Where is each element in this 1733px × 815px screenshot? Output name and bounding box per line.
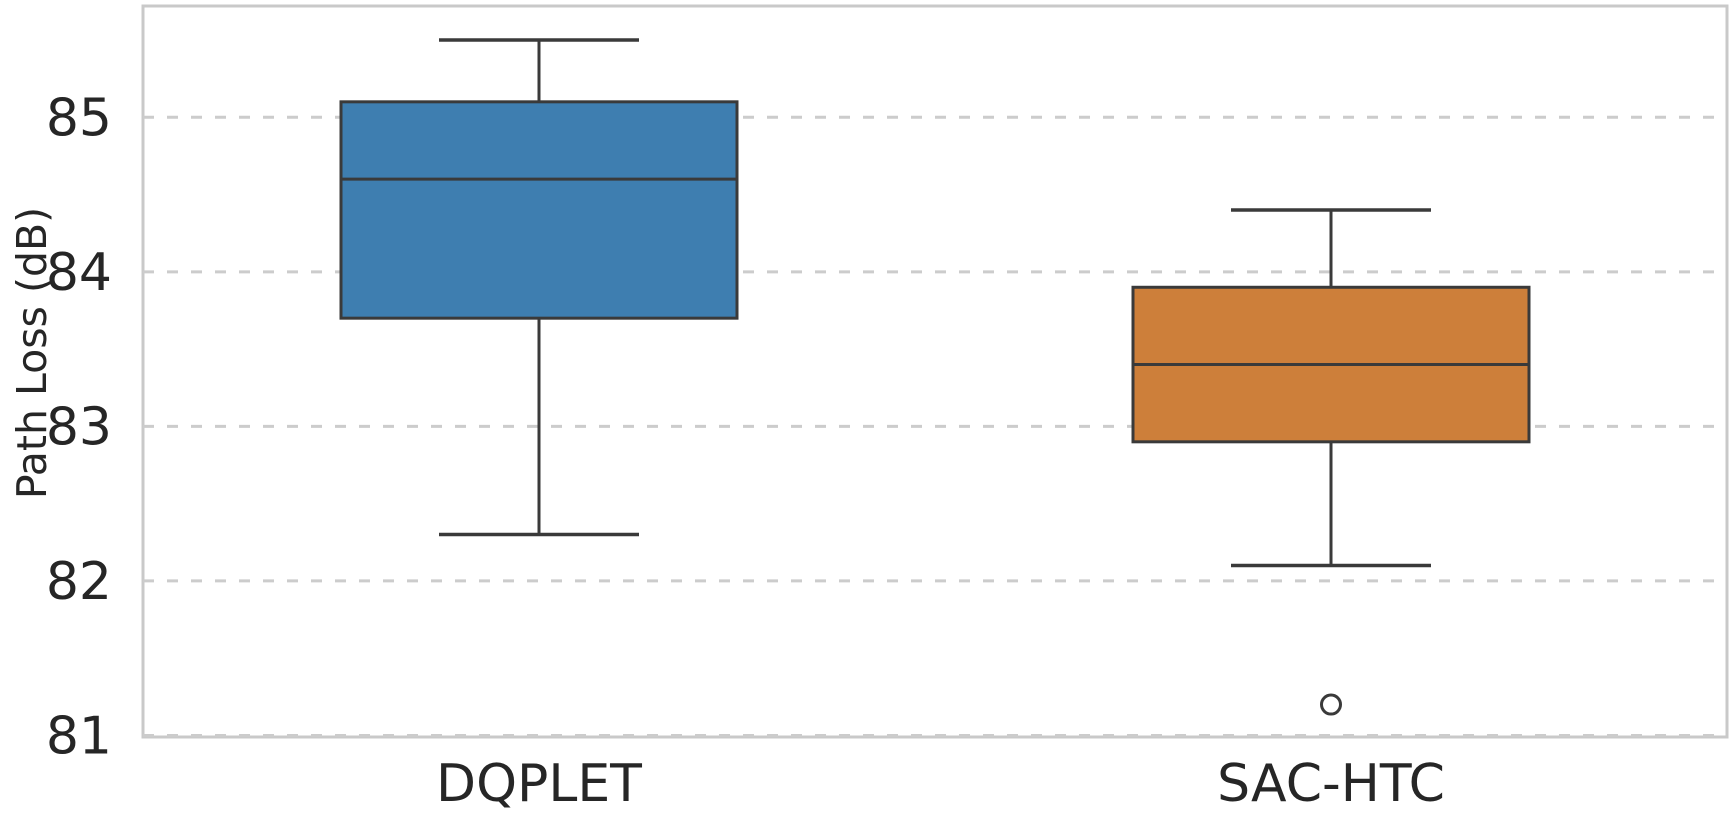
plot-border	[141, 4, 1729, 739]
box-group-sac-htc	[1131, 208, 1531, 716]
y-tick-label: 85	[46, 88, 112, 148]
y-tick-label: 83	[46, 397, 112, 457]
y-tick-label: 81	[46, 706, 112, 766]
outlier-point	[1320, 693, 1342, 716]
x-tick-label: DQPLET	[436, 754, 642, 814]
y-tick-label: 84	[46, 243, 112, 303]
y-axis-label: Path Loss (dB)	[8, 206, 56, 500]
x-tick-label: SAC-HTC	[1217, 754, 1445, 814]
iqr-box	[339, 100, 739, 320]
y-tick-label: 82	[46, 552, 112, 612]
box-group-dqplet	[339, 38, 739, 537]
